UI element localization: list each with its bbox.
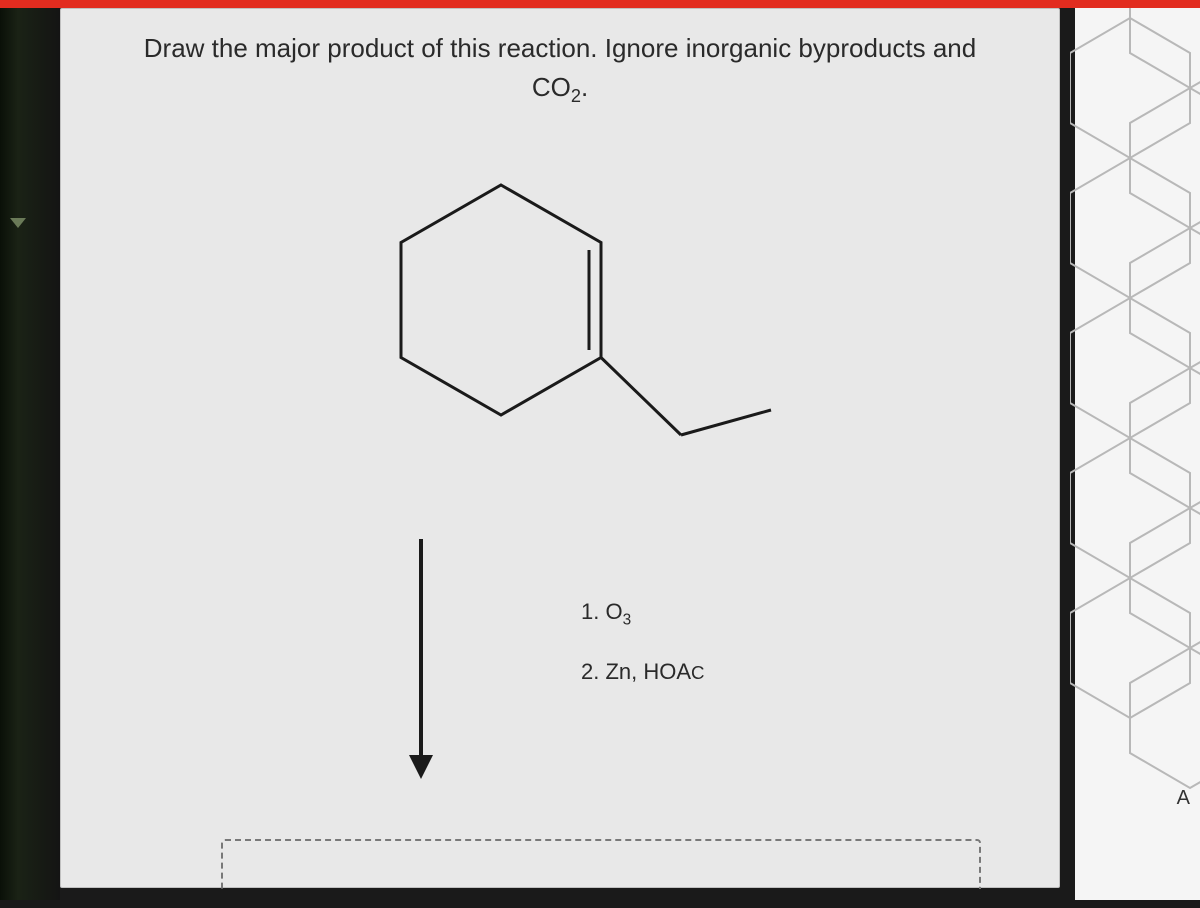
left-triangle-marker <box>10 218 26 228</box>
cyclohexane-ring <box>401 185 601 415</box>
reagent-1-sub: 3 <box>623 611 632 628</box>
right-sidebar: A <box>1075 8 1200 900</box>
reaction-arrow-svg <box>401 539 461 789</box>
reagent-labels: 1. O3 2. Zn, HOAC <box>581 599 705 715</box>
molecule-diagram <box>61 120 1059 570</box>
substituent-bond-2 <box>681 410 771 435</box>
question-line-2-suffix: . <box>581 72 588 102</box>
question-line-1: Draw the major product of this reaction.… <box>144 33 976 63</box>
reagent-step-2: 2. Zn, HOAC <box>581 659 705 685</box>
molecule-structure-svg <box>341 150 841 550</box>
answer-drop-area[interactable] <box>221 839 981 889</box>
reagent-1-prefix: 1. O <box>581 599 623 624</box>
question-line-2-prefix: CO <box>532 72 571 102</box>
arrow-head <box>409 755 433 779</box>
question-panel: Draw the major product of this reaction.… <box>60 8 1060 888</box>
substituent-bond-1 <box>601 358 681 436</box>
top-accent-bar <box>0 0 1200 8</box>
question-line-2-sub: 2 <box>571 86 581 106</box>
hex-pattern-svg <box>1070 8 1200 908</box>
left-edge-panel <box>0 8 60 900</box>
reagent-2-text: 2. Zn, HOAC <box>581 659 705 684</box>
reagent-area: 1. O3 2. Zn, HOAC <box>401 539 901 789</box>
corner-label: A <box>1177 787 1190 810</box>
reagent-step-1: 1. O3 <box>581 599 705 629</box>
question-prompt: Draw the major product of this reaction.… <box>61 9 1059 120</box>
